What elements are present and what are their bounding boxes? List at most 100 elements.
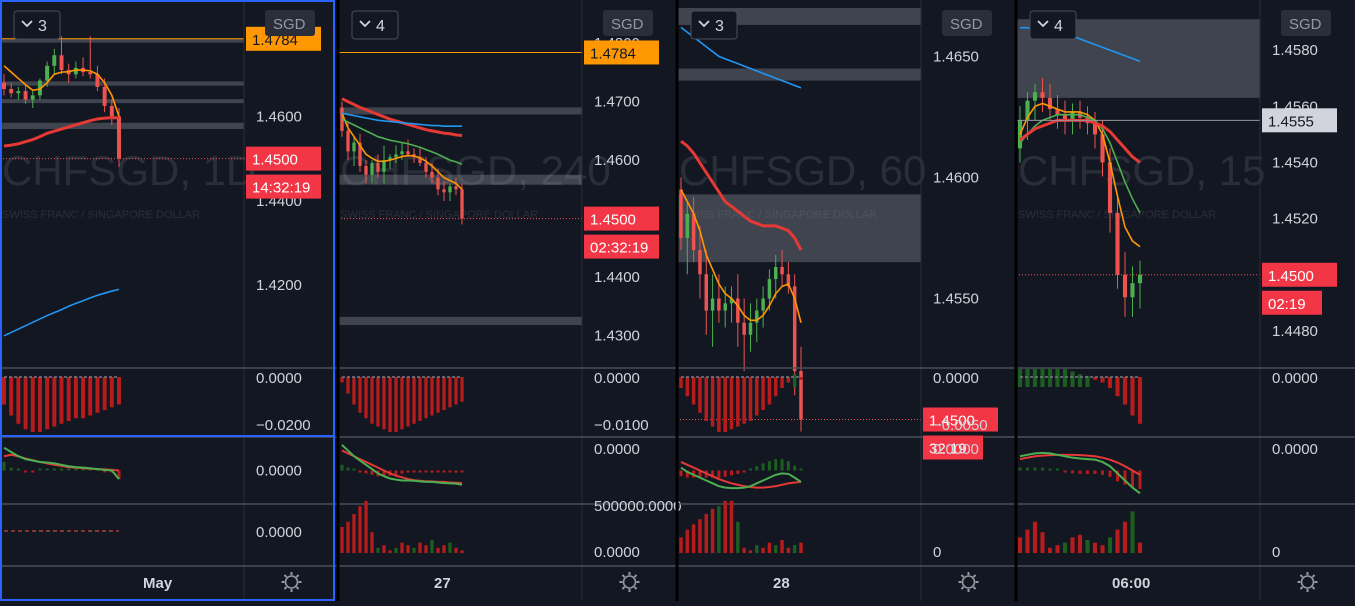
oscillator1-tick-label: 0.0000 [1272, 370, 1318, 387]
candle-body [45, 65, 50, 81]
price-zone [0, 122, 244, 130]
histogram-bar [717, 377, 721, 432]
last-price-label: 1.4500 [1268, 268, 1314, 285]
candle [109, 99, 114, 125]
last-price-label-bg [1262, 262, 1337, 287]
oscillator2-bar [2, 461, 6, 471]
histogram-bar [780, 377, 784, 388]
candle-body [388, 157, 392, 161]
indicator-collapse-button[interactable]: 4 [351, 10, 399, 40]
last-price-label-bg [246, 146, 321, 171]
histogram-bar [1070, 371, 1075, 387]
histogram-bar [370, 377, 374, 424]
candle-body [88, 72, 93, 75]
histogram-bar [358, 377, 362, 413]
chart-pane-3[interactable]: CHFSGD, 60 SWISS FRANC / SINGAPORE DOLLAR… [675, 0, 1016, 601]
candle-body [1025, 100, 1030, 121]
histogram-bar [23, 377, 28, 430]
volume-bar [1040, 532, 1045, 553]
histogram-bar [761, 377, 765, 410]
gear-icon[interactable] [958, 572, 979, 592]
candle-body [9, 89, 14, 94]
volume-bar [442, 545, 446, 553]
indicator-collapse-button[interactable]: 4 [1029, 10, 1077, 40]
gear-icon[interactable] [619, 572, 640, 592]
candle-body [1130, 283, 1135, 298]
oscillator2-bar [799, 468, 803, 471]
candle [394, 145, 398, 164]
currency-button[interactable]: SGD [265, 10, 315, 36]
oscillator2-bar [1048, 468, 1052, 471]
oscillator2-bar [736, 470, 740, 474]
time-axis-label: 28 [773, 575, 790, 592]
gear-icon-tooth [972, 586, 977, 590]
volume-bar [358, 506, 362, 553]
candle-body [1062, 114, 1068, 121]
volume-bar [1055, 545, 1060, 553]
chart-pane-2[interactable]: CHFSGD, 240 SWISS FRANC / SINGAPORE DOLLA… [336, 0, 682, 601]
volume-bar [1122, 521, 1128, 553]
time-axis-label: May [143, 575, 173, 592]
volume-bar [1047, 547, 1053, 553]
currency-button[interactable]: SGD [942, 10, 992, 36]
candle [774, 254, 778, 299]
candle-body [1055, 109, 1060, 115]
candle [370, 160, 374, 184]
price-zone [677, 8, 921, 25]
candle [52, 48, 57, 75]
candle [406, 139, 410, 158]
indicator-collapse-button[interactable]: 3 [13, 10, 61, 40]
oscillator2-bar [16, 468, 20, 471]
gear-icon[interactable] [1297, 572, 1318, 592]
gear-icon[interactable] [281, 572, 302, 592]
volume-bar [761, 547, 765, 553]
oscillator2-bar [412, 470, 416, 473]
histogram-bar [400, 377, 404, 430]
last-price-label: 1.4500 [590, 212, 636, 229]
histogram-bar [710, 377, 715, 427]
oscillator2-bar [761, 463, 765, 471]
histogram-bar [95, 377, 100, 413]
chevron-down-icon [1037, 20, 1049, 28]
histogram-bar [767, 377, 772, 405]
candle-body [117, 116, 121, 159]
candle-body [691, 213, 696, 251]
candle-body [23, 91, 28, 100]
oscillator2-bar [767, 461, 771, 471]
volume-bar [436, 547, 440, 553]
price-tick-label: 1.4480 [1272, 323, 1318, 340]
oscillator2-bar [382, 470, 386, 477]
histogram-bar [755, 377, 759, 416]
moving-average-fast [1019, 102, 1141, 248]
candle-body [1047, 97, 1053, 110]
candle [364, 160, 368, 184]
histogram-bar [102, 377, 107, 410]
chart-pane-1[interactable]: CHFSGD, 1D SWISS FRANC / SINGAPORE DOLLAR… [0, 0, 339, 601]
moving-average-green [1019, 113, 1141, 214]
histogram-bar [109, 377, 114, 408]
candle [454, 177, 458, 196]
histogram-bar [388, 377, 392, 432]
candle-body [376, 163, 380, 172]
candle-body [394, 154, 398, 158]
indicator-collapse-button-frame [351, 10, 399, 40]
indicator-collapse-button[interactable]: 3 [690, 10, 738, 40]
candle [388, 154, 392, 169]
indicator-count: 4 [1054, 18, 1063, 35]
oscillator2-bar [793, 465, 797, 471]
histogram-bar [442, 377, 446, 410]
currency-button[interactable]: SGD [1281, 10, 1331, 36]
candle-body [1100, 134, 1105, 163]
oscillator2-bar [698, 470, 702, 478]
currency-button[interactable]: SGD [603, 10, 653, 36]
volume-bar [1107, 537, 1113, 553]
oscillator2-main-line [3, 446, 120, 480]
histogram-bar [1040, 369, 1045, 387]
oscillator2-bar [340, 464, 344, 471]
histogram-bar [16, 377, 21, 424]
histogram-bar [748, 377, 753, 421]
volume-bar [723, 501, 727, 553]
last-price-label-bg [584, 206, 659, 231]
volume-bar [679, 537, 683, 553]
